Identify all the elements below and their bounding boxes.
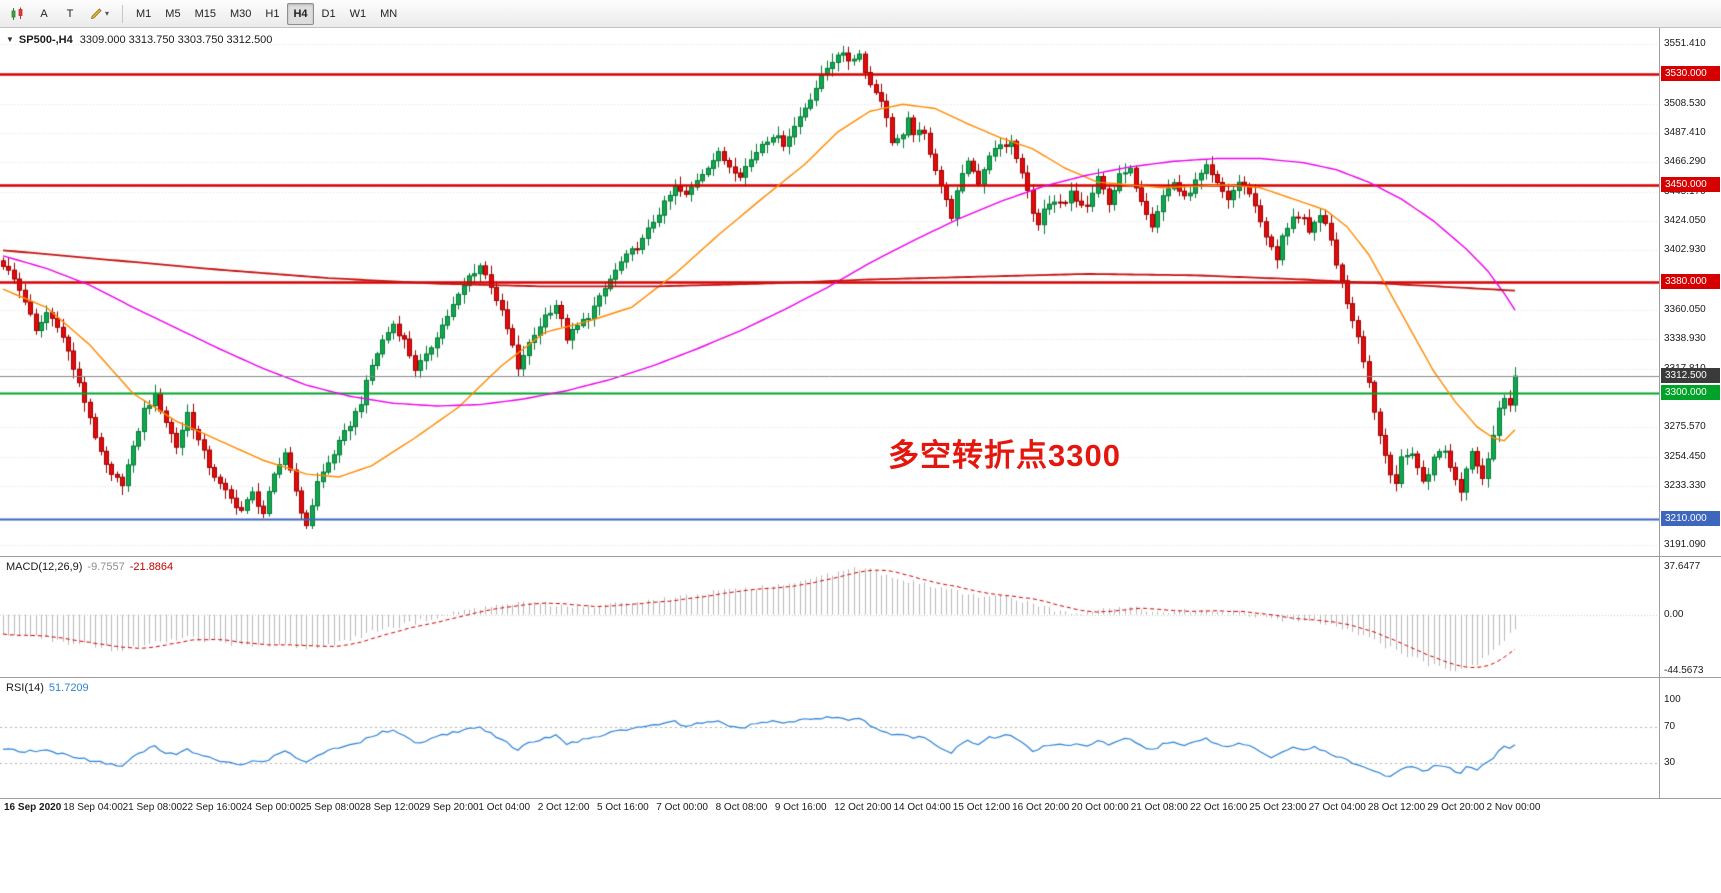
time-axis-label: 25 Sep 08:00 <box>300 802 361 813</box>
macd-axis-label: -44.5673 <box>1664 665 1704 676</box>
timeframe-m5-button[interactable]: M5 <box>159 3 186 25</box>
hline-price-badge[interactable]: 3210.000 <box>1661 510 1720 526</box>
timeframe-w1-button[interactable]: W1 <box>344 3 373 25</box>
rsi-axis-label: 70 <box>1664 721 1676 732</box>
time-axis-label: 16 Sep 2020 <box>4 802 62 813</box>
price-axis-tick: 3275.570 <box>1664 421 1706 433</box>
time-axis-label: 29 Sep 20:00 <box>419 802 479 813</box>
time-axis-label: 9 Oct 16:00 <box>774 802 827 813</box>
timeframe-h4-button[interactable]: H4 <box>287 2 314 25</box>
price-axis-tick: 3466.290 <box>1664 156 1706 168</box>
rsi-value: 51.7209 <box>48 682 89 694</box>
macd-signal-value: -21.8864 <box>129 561 174 573</box>
price-axis-border <box>1659 28 1660 798</box>
price-axis-tick: 3402.930 <box>1664 244 1706 256</box>
symbol-info: ▼ SP500-,H4 3309.000 3313.750 3303.750 331… <box>6 34 272 46</box>
time-axis-label: 15 Oct 12:00 <box>952 802 1011 813</box>
chart-annotation-text[interactable]: 多空转折点3300 <box>888 438 1121 473</box>
rsi-panel-canvas[interactable] <box>0 678 1659 798</box>
rsi-axis-label: 100 <box>1664 694 1681 705</box>
chart-window-button[interactable] <box>4 3 30 25</box>
toolbar-separator <box>122 4 124 23</box>
time-axis-label: 28 Sep 12:00 <box>359 802 420 813</box>
time-axis-label: 28 Oct 12:00 <box>1367 802 1426 813</box>
price-axis-tick: 3254.450 <box>1664 450 1706 462</box>
macd-indicator-label: MACD(12,26,9) -9.7557 -21.8864 <box>6 561 173 573</box>
main-chart-canvas[interactable] <box>0 28 1659 556</box>
timeframe-d1-button[interactable]: D1 <box>316 3 342 25</box>
time-axis-label: 2 Nov 00:00 <box>1486 802 1541 813</box>
hline-price-badge[interactable]: 3530.000 <box>1661 65 1720 81</box>
macd-value: -9.7557 <box>87 561 125 573</box>
collapse-arrow-icon[interactable]: ▼ <box>6 35 14 44</box>
price-axis-tick: 3338.930 <box>1664 333 1706 345</box>
timeframe-mn-button[interactable]: MN <box>374 3 403 25</box>
toolbar: A T ▾ M1 M5 M15 M30 H1 H4 D1 W1 MN <box>0 0 1721 28</box>
time-axis-label: 20 Oct 00:00 <box>1071 802 1129 813</box>
panel-separator[interactable] <box>0 556 1721 557</box>
text-tool-button[interactable]: T <box>58 3 82 25</box>
time-axis-label: 1 Oct 04:00 <box>478 802 531 813</box>
macd-axis-label: 37.6477 <box>1664 561 1701 572</box>
hline-price-badge[interactable]: 3300.000 <box>1661 385 1720 401</box>
time-axis-label: 16 Oct 20:00 <box>1012 802 1070 813</box>
price-axis-tick: 3233.330 <box>1664 480 1706 492</box>
ohlc-values: 3309.000 3313.750 3303.750 3312.500 <box>79 34 273 46</box>
time-axis-label: 14 Oct 04:00 <box>893 802 951 813</box>
timeframe-m1-button[interactable]: M1 <box>130 3 157 25</box>
chevron-down-icon: ▾ <box>105 9 110 18</box>
draw-tools-icon <box>90 8 102 20</box>
price-axis-tick: 3360.050 <box>1664 304 1706 315</box>
time-axis-label: 21 Sep 08:00 <box>122 802 183 813</box>
time-axis-label: 25 Oct 23:00 <box>1249 802 1307 813</box>
time-axis-label: 18 Sep 04:00 <box>63 802 123 813</box>
hline-price-badge[interactable]: 3380.000 <box>1661 274 1720 290</box>
time-axis-label: 22 Sep 16:00 <box>181 802 242 813</box>
timeframe-m30-button[interactable]: M30 <box>224 3 257 25</box>
time-axis-label: 24 Sep 00:00 <box>241 802 301 813</box>
time-axis-label: 8 Oct 08:00 <box>715 802 768 813</box>
price-axis-tick: 3424.050 <box>1664 215 1706 227</box>
macd-indicator-name: MACD(12,26,9) <box>6 561 83 573</box>
candlestick-chart-icon <box>11 7 23 20</box>
rsi-indicator-label: RSI(14) 51.7209 <box>6 682 89 694</box>
panel-separator[interactable] <box>0 677 1721 678</box>
time-axis-label: 21 Oct 08:00 <box>1130 802 1188 813</box>
time-axis-label: 27 Oct 04:00 <box>1308 802 1366 813</box>
macd-axis-label: 0.00 <box>1664 608 1684 620</box>
time-axis-label: 7 Oct 00:00 <box>656 802 708 813</box>
price-axis-tick: 3191.090 <box>1664 538 1706 550</box>
price-axis-tick: 3487.410 <box>1664 126 1706 138</box>
price-axis-tick: 3551.410 <box>1664 37 1706 49</box>
timeframe-h1-button[interactable]: H1 <box>259 3 285 25</box>
time-axis[interactable] <box>0 798 1721 824</box>
price-axis-tick: 3508.530 <box>1664 97 1706 109</box>
hline-price-badge[interactable]: 3450.000 <box>1661 176 1720 192</box>
symbol-name: SP500-,H4 <box>18 34 73 46</box>
timeframe-m15-button[interactable]: M15 <box>189 3 222 25</box>
time-axis-label: 5 Oct 16:00 <box>597 802 649 813</box>
rsi-indicator-name: RSI(14) <box>6 682 44 694</box>
time-axis-label: 2 Oct 12:00 <box>537 802 590 813</box>
time-axis-label: 22 Oct 16:00 <box>1190 802 1248 813</box>
annotation-tool-a-button[interactable]: A <box>32 3 56 25</box>
draw-tools-button[interactable]: ▾ <box>84 3 115 25</box>
bid-price-badge: 3312.500 <box>1661 368 1720 384</box>
time-axis-label: 29 Oct 20:00 <box>1427 802 1485 813</box>
rsi-axis-label: 30 <box>1664 757 1676 768</box>
time-axis-label: 12 Oct 20:00 <box>834 802 892 813</box>
macd-panel-canvas[interactable] <box>0 557 1659 677</box>
